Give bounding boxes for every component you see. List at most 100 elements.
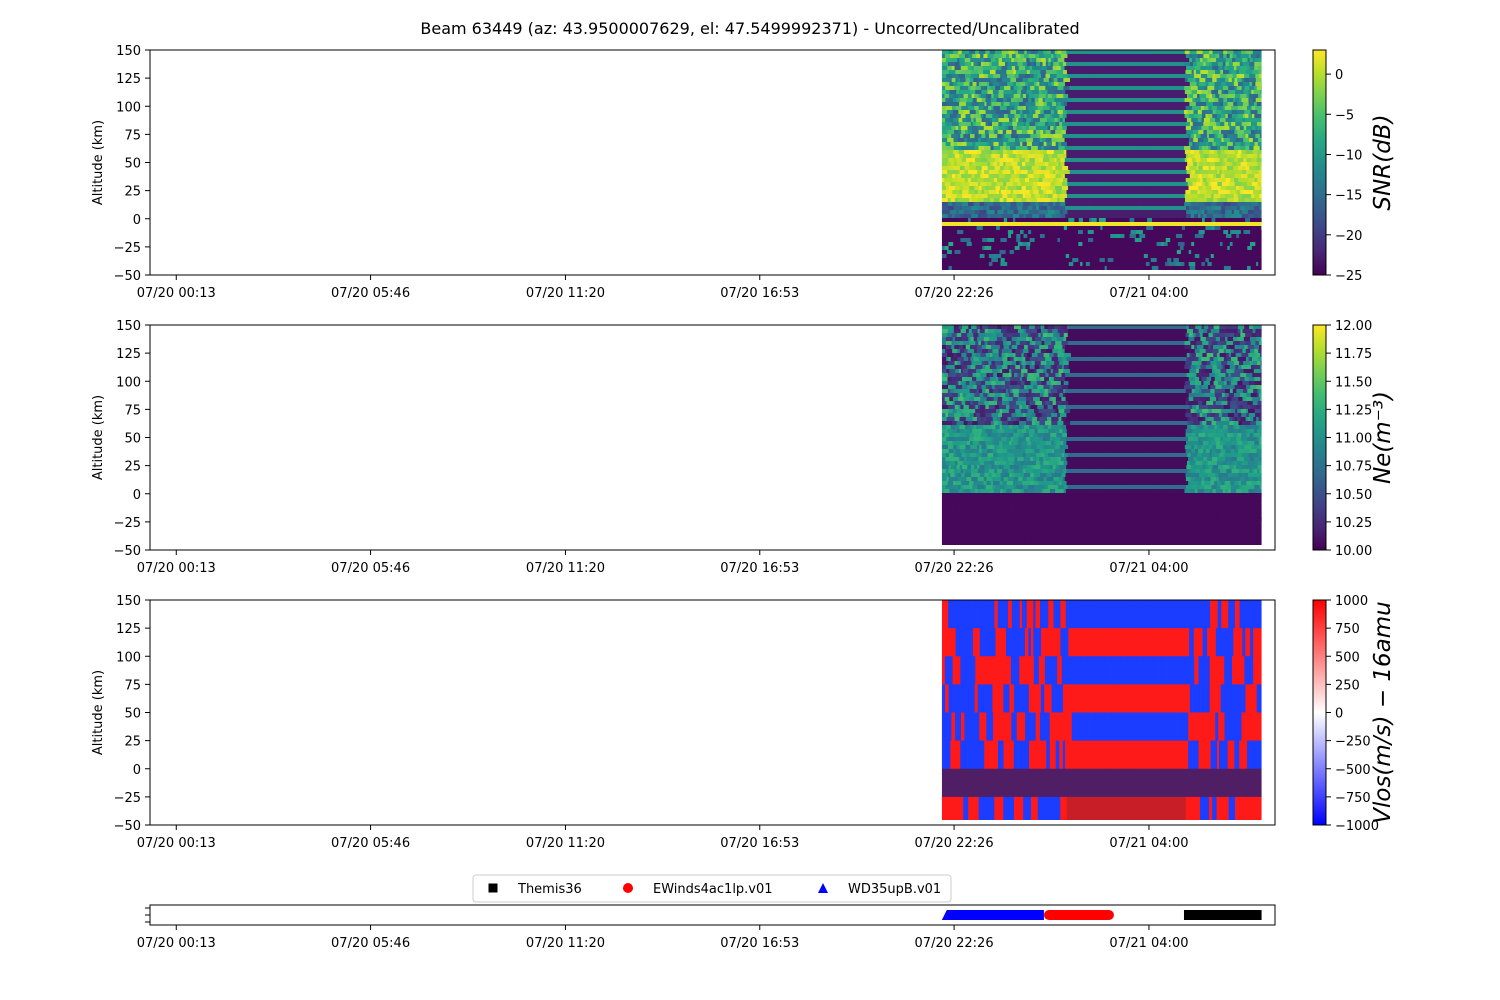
snr-y-tick-label: 150 (116, 44, 141, 59)
ne-y-tick-label: 100 (116, 375, 141, 390)
legend-entry-label: EWinds4ac1lp.v01 (653, 882, 773, 897)
vlos-heatmap-cells (941, 600, 1262, 820)
vlos-y-tick-label: 25 (124, 735, 141, 750)
ne-y-tick-label: 50 (124, 432, 141, 447)
vlos-y-tick-label: 0 (133, 763, 141, 778)
ne-y-tick-label: 25 (124, 460, 141, 475)
snr-colorbar-tick-label: 0 (1335, 68, 1343, 83)
snr-y-tick-label: 0 (133, 213, 141, 228)
snr-colorbar: 0 −5 −10 −15 −20 −25 SNR(dB) (1312, 49, 1396, 284)
timeline-x-tick-label: 07/20 22:26 (915, 936, 994, 951)
ne-y-axis-label: Altitude (km) (91, 395, 106, 480)
timeline-segment-EWinds4ac1lp.v01 (1043, 910, 1114, 920)
vlos-colorbar-tick-label: 500 (1335, 650, 1360, 665)
vlos-colorbar-tick-label: −750 (1335, 791, 1371, 806)
legend-entry-label: Themis36 (517, 882, 582, 897)
vlos-colorbar-gradient (1312, 599, 1327, 826)
vlos-colorbar-tick-label: 250 (1335, 678, 1360, 693)
snr-heatmap (941, 50, 1262, 270)
snr-colorbar-tick-label: −25 (1335, 269, 1362, 284)
vlos-colorbar-tick-label: 750 (1335, 622, 1360, 637)
vlos-x-tick-label: 07/20 11:20 (526, 836, 605, 851)
vlos-x-tick-label: 07/21 04:00 (1109, 836, 1188, 851)
legend-marker-square-icon (488, 883, 498, 893)
ne-colorbar: 12.00 11.75 11.50 11.25 11.00 10.75 10.50 10.25… (1312, 319, 1396, 559)
ne-heatmap (941, 325, 1262, 545)
snr-y-axis-label: Altitude (km) (91, 120, 106, 205)
snr-colorbar-tick-label: −10 (1335, 148, 1362, 163)
timeline-x-tick-label: 07/20 00:13 (137, 936, 216, 951)
ne-colorbar-tick-label: 10.50 (1335, 488, 1372, 503)
vlos-x-tick-label: 07/20 05:46 (331, 836, 410, 851)
vlos-y-tick-label: 100 (116, 650, 141, 665)
vlos-x-tick-label: 07/20 16:53 (720, 836, 799, 851)
vlos-colorbar-tick-label: −250 (1335, 735, 1371, 750)
vlos-colorbar-label: Vlos(m/s) − 16amu (1370, 601, 1396, 824)
snr-colorbar-gradient (1312, 49, 1327, 276)
timeline-bar-circle (1043, 910, 1114, 920)
snr-x-tick-label: 07/20 00:13 (137, 286, 216, 301)
chart-title: Beam 63449 (az: 43.9500007629, el: 47.54… (420, 19, 1079, 38)
legend-marker-triangle-icon (818, 883, 828, 893)
snr-y-tick-label: 125 (116, 72, 141, 87)
timeline-x-tick-label: 07/21 04:00 (1109, 936, 1188, 951)
ne-colorbar-tick-label: 10.00 (1335, 544, 1372, 559)
ne-y-tick-label: 150 (116, 319, 141, 334)
vlos-y-tick-label: −25 (114, 791, 141, 806)
snr-y-tick-label: 100 (116, 100, 141, 115)
snr-y-tick-label: −25 (114, 241, 141, 256)
snr-colorbar-tick-label: −5 (1335, 108, 1354, 123)
ne-colorbar-tick-label: 11.25 (1335, 403, 1372, 418)
vlos-y-tick-label: −50 (114, 819, 141, 834)
experiment-timeline: 07/20 00:13 07/20 05:46 07/20 11:20 07/20 1… (137, 874, 1276, 951)
vlos-y-tick-label: 75 (124, 678, 141, 693)
timeline-segment-Themis36 (1183, 910, 1262, 920)
ne-x-tick-label: 07/20 22:26 (915, 561, 994, 576)
ne-x-tick-label: 07/21 04:00 (1109, 561, 1188, 576)
ne-x-tick-label: 07/20 00:13 (137, 561, 216, 576)
snr-y-tick-label: 25 (124, 185, 141, 200)
ne-colorbar-gradient (1312, 324, 1327, 551)
vlos-y-tick-label: 150 (116, 594, 141, 609)
ne-y-tick-label: 75 (124, 403, 141, 418)
vlos-x-tick-label: 07/20 22:26 (915, 836, 994, 851)
snr-colorbar-tick-label: −15 (1335, 189, 1362, 204)
ne-colorbar-label: Ne(m⁻³) (1370, 391, 1396, 484)
timeline-x-tick-label: 07/20 05:46 (331, 936, 410, 951)
timeline-x-tick-label: 07/20 11:20 (526, 936, 605, 951)
vlos-colorbar: 1000 750 500 250 0 −250 −500 −750 −1000Vlos(m/s)… (1312, 594, 1396, 834)
snr-y-tick-label: 75 (124, 128, 141, 143)
ne-colorbar-tick-label: 11.50 (1335, 375, 1372, 390)
vlos-y-axis-label: Altitude (km) (91, 670, 106, 755)
ne-x-tick-label: 07/20 16:53 (720, 561, 799, 576)
ne-colorbar-tick-label: 12.00 (1335, 319, 1372, 334)
ne-y-tick-label: −25 (114, 516, 141, 531)
snr-y-tick-label: 50 (124, 157, 141, 172)
ne-y-tick-label: 0 (133, 488, 141, 503)
timeline-segment-WD35upB.v01 (941, 910, 1044, 920)
ne-colorbar-tick-label: 10.75 (1335, 460, 1372, 475)
experiment-legend: Themis36 EWinds4ac1lp.v01 WD35upB.v01 (472, 874, 952, 903)
snr-y-tick-label: −50 (114, 269, 141, 284)
vlos-heatmap (941, 600, 1262, 820)
vlos-x-tick-label: 07/20 00:13 (137, 836, 216, 851)
ne-colorbar-tick-label: 11.00 (1335, 432, 1372, 447)
vlos-y-tick-label: 50 (124, 707, 141, 722)
snr-colorbar-tick-label: −20 (1335, 229, 1362, 244)
ne-colorbar-tick-label: 11.75 (1335, 347, 1372, 362)
snr-x-tick-label: 07/20 11:20 (526, 286, 605, 301)
timeline-bar-square (1183, 910, 1262, 920)
vlos-y-tick-label: 125 (116, 622, 141, 637)
ne-y-tick-label: 125 (116, 347, 141, 362)
vlos-colorbar-tick-label: −500 (1335, 763, 1371, 778)
vlos-colorbar-tick-label: −1000 (1335, 819, 1379, 834)
ne-x-tick-label: 07/20 11:20 (526, 561, 605, 576)
vlos-colorbar-tick-label: 1000 (1335, 594, 1368, 609)
ne-y-tick-label: −50 (114, 544, 141, 559)
snr-x-tick-label: 07/20 16:53 (720, 286, 799, 301)
timeline-x-tick-label: 07/20 16:53 (720, 936, 799, 951)
ne-colorbar-tick-label: 10.25 (1335, 516, 1372, 531)
